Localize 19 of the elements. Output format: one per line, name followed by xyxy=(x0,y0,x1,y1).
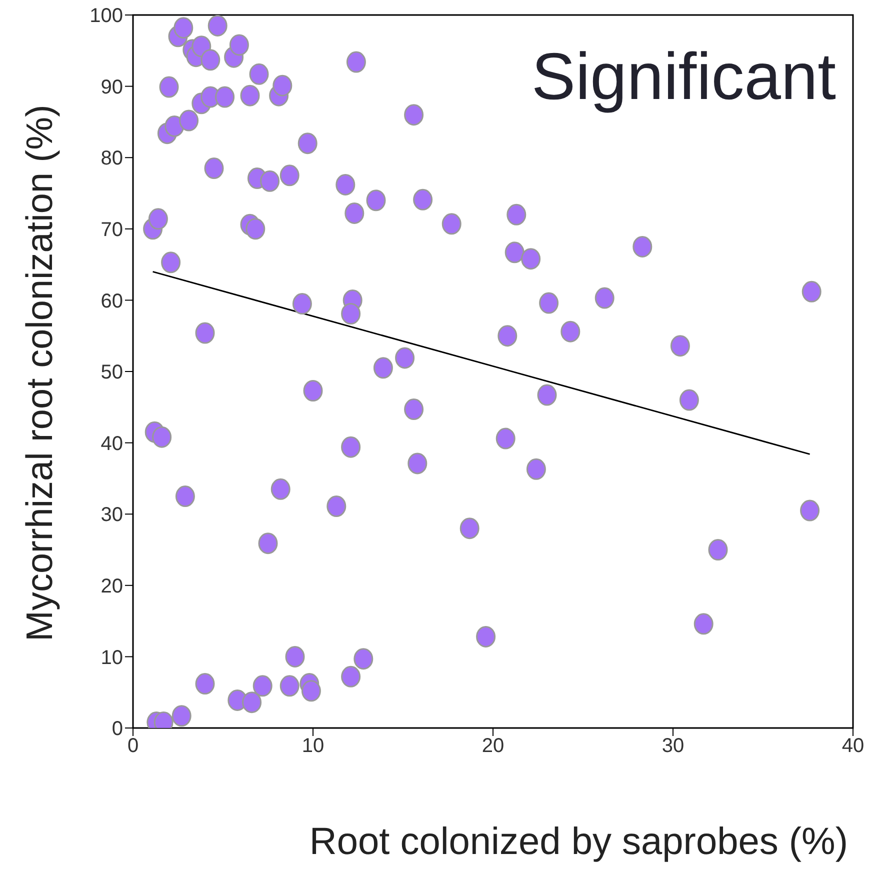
x-tick-label: 0 xyxy=(127,735,139,758)
x-tick-label: 40 xyxy=(842,735,864,758)
y-tick-label: 50 xyxy=(100,362,123,384)
y-tick-label: 20 xyxy=(100,576,123,598)
y-tick-label: 0 xyxy=(112,718,123,740)
x-tick-label: 20 xyxy=(482,735,504,758)
x-tick-label: 10 xyxy=(302,735,324,758)
y-axis-title: Mycorrhizal root colonization (%) xyxy=(18,104,61,642)
chart-title: Significant xyxy=(531,38,836,114)
y-tick-label: 60 xyxy=(100,290,123,312)
y-tick-label: 10 xyxy=(100,646,123,669)
y-tick-label: 40 xyxy=(100,432,123,455)
x-axis-title: Root colonized by saprobes (%) xyxy=(309,820,848,864)
y-tick-label: 30 xyxy=(100,504,123,526)
y-tick-label: 100 xyxy=(90,5,123,28)
y-tick-label: 80 xyxy=(100,148,123,170)
y-tick-label: 90 xyxy=(100,76,123,98)
x-tick-label: 30 xyxy=(662,735,684,758)
y-tick-label: 70 xyxy=(100,219,123,241)
